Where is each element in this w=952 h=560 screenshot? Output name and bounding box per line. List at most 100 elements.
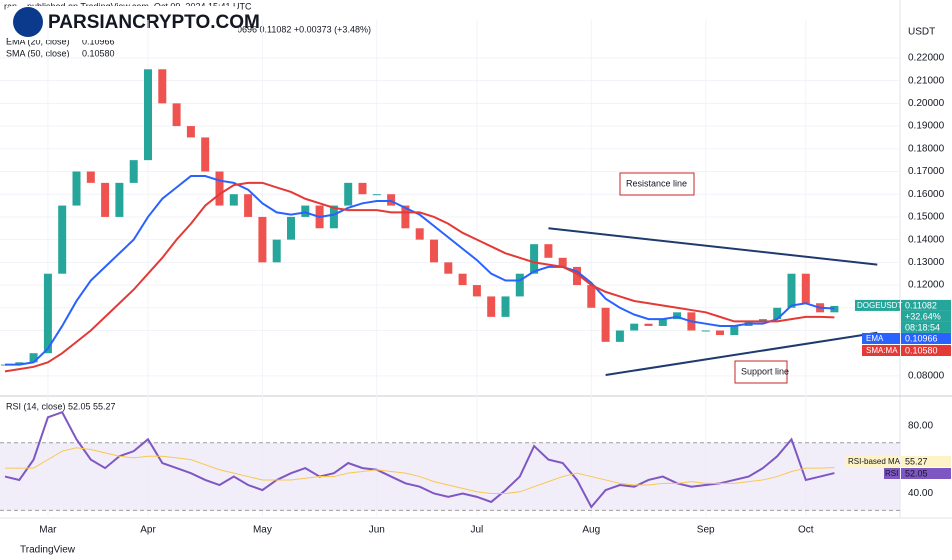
ohlc: 10696 0.11082 +0.00373 (+3.48%) — [232, 24, 371, 34]
axis-title: USDT — [908, 27, 935, 38]
candle — [358, 182, 367, 195]
candle — [615, 330, 624, 342]
candle — [458, 273, 467, 286]
candle — [530, 244, 539, 274]
x-tick-label: Jul — [471, 525, 484, 536]
annotation-box — [619, 172, 695, 196]
annotation: Support line — [741, 366, 789, 376]
candle — [215, 171, 224, 206]
rsi-name: RSI — [885, 469, 898, 478]
candle — [472, 285, 481, 297]
candle — [387, 194, 396, 206]
candle — [830, 305, 839, 313]
ema-legend: EMA (20, close) — [6, 36, 70, 46]
sma-legend: SMA (50, close) — [6, 48, 70, 58]
rsi-legend-values: 52.05 55.27 — [68, 401, 116, 411]
candle — [401, 205, 410, 229]
candle — [630, 323, 639, 331]
sma-legend-value: 0.10580 — [82, 48, 115, 58]
candle — [515, 273, 524, 297]
candle — [129, 160, 138, 183]
x-tick-label: May — [253, 525, 272, 536]
rsi-value-box — [901, 456, 951, 467]
y-tick-label: 0.20000 — [908, 98, 945, 109]
trendline — [548, 227, 878, 266]
rsi-value: 52.05 — [905, 468, 928, 478]
candle — [801, 273, 810, 304]
price-label-box — [901, 321, 951, 333]
rsi-line — [4, 410, 835, 509]
candle — [172, 103, 181, 127]
candle — [101, 182, 110, 217]
watermark-logo — [13, 7, 43, 37]
candle — [415, 228, 424, 240]
candle — [658, 319, 667, 326]
rsi-name: RSI-based MA — [848, 457, 901, 466]
series-name-box — [862, 345, 900, 356]
annotation: Resistance line — [626, 178, 687, 188]
rsi-name-box — [884, 468, 900, 479]
y-tick-label: 0.13000 — [908, 257, 945, 268]
indicator-line — [5, 175, 835, 366]
rsi-tick-label: 40.00 — [908, 488, 933, 499]
candle — [773, 307, 782, 320]
candle — [372, 194, 381, 196]
ema-legend-value: 0.10966 — [82, 36, 115, 46]
y-tick-label: 0.21000 — [908, 75, 945, 86]
candle — [501, 296, 510, 317]
candle — [544, 244, 553, 258]
candle — [730, 325, 739, 336]
trendline — [605, 331, 878, 377]
candle — [787, 273, 796, 308]
candle — [444, 262, 453, 274]
candle — [573, 266, 581, 286]
price-label: 0.11082 — [905, 300, 937, 310]
price-label-box — [901, 299, 951, 311]
symbol-label: DOGEUSDT — [857, 301, 902, 310]
rsi-name-box — [846, 456, 900, 467]
candle — [644, 323, 653, 326]
candle — [272, 239, 281, 263]
indicator-line — [4, 181, 835, 373]
candle — [43, 273, 52, 354]
rsi-legend: RSI (14, close) — [6, 401, 66, 411]
symbol-box — [855, 299, 900, 311]
x-tick-label: Jun — [369, 525, 385, 536]
series-value-box — [901, 333, 951, 344]
candle — [244, 194, 253, 217]
series-name-box — [862, 333, 900, 344]
annotation-box — [734, 360, 788, 384]
candle — [716, 330, 724, 336]
y-tick-label: 0.18000 — [908, 143, 945, 154]
y-tick-label: 0.16000 — [908, 189, 945, 200]
series-name: SMA:MA — [866, 346, 898, 355]
candle — [158, 69, 167, 104]
y-tick-label: 0.12000 — [908, 280, 945, 291]
candle — [701, 330, 710, 332]
rsi-tick-label: 80.00 — [908, 420, 933, 431]
candle — [258, 216, 267, 263]
candle — [487, 296, 496, 317]
y-tick-label: 0.15000 — [908, 212, 945, 223]
series-name: EMA — [866, 334, 884, 343]
footer: TradingView — [20, 545, 76, 556]
y-tick-label: 0.08000 — [908, 371, 945, 382]
candle — [229, 194, 238, 206]
series-value: 0.10580 — [905, 345, 938, 355]
candle — [144, 69, 152, 161]
candle — [430, 239, 438, 263]
candle — [301, 205, 310, 217]
x-tick-label: Apr — [140, 525, 156, 536]
price-label-box — [901, 310, 951, 322]
y-tick-label: 0.17000 — [908, 166, 945, 177]
series-value-box — [901, 345, 951, 356]
watermark-bg — [6, 6, 238, 40]
rsi-line — [5, 447, 835, 494]
watermark: PARSIANCRYPTO.COM — [48, 12, 260, 33]
x-tick-label: Sep — [697, 525, 715, 536]
candle — [758, 319, 767, 322]
candle — [15, 362, 24, 365]
price-label: 08:18:54 — [905, 322, 940, 332]
series-value: 0.10966 — [905, 333, 938, 343]
